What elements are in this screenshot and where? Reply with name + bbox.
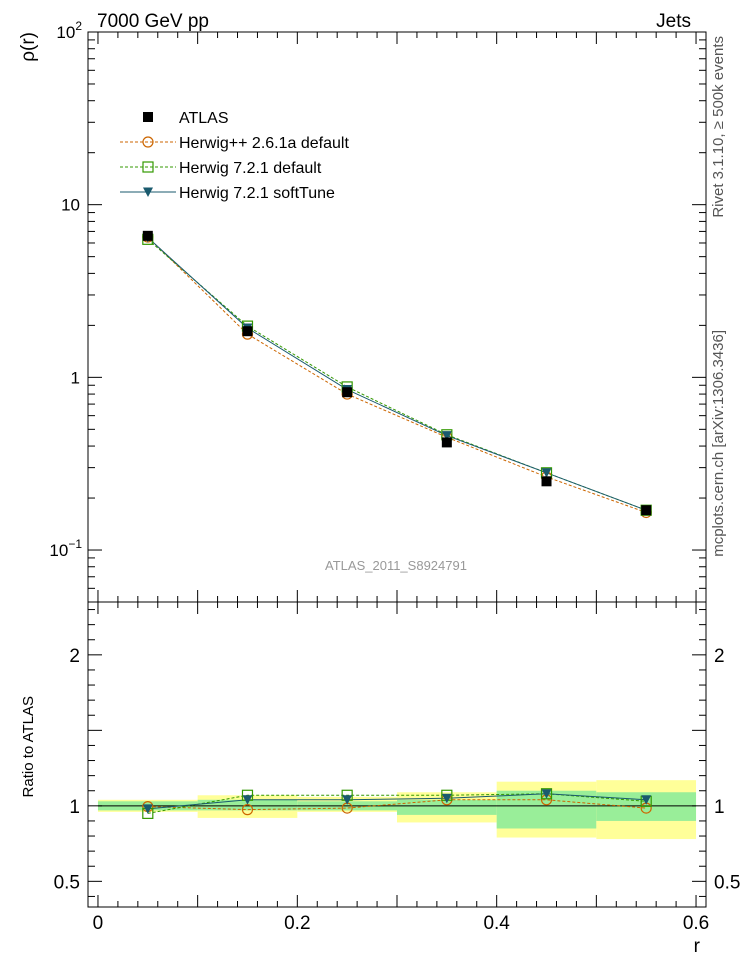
- main-series-markers: [142, 230, 652, 516]
- main-data-point: [242, 326, 253, 337]
- main-data-point: [342, 387, 353, 398]
- ratio-data-point: [142, 804, 153, 814]
- legend-marker: [142, 161, 154, 173]
- ratio-data-point: [541, 789, 552, 799]
- main-y-tick-label: 10: [61, 196, 80, 215]
- legend-label: Herwig 7.2.1 default: [179, 160, 322, 177]
- ratio-y-tick-label: 0.5: [54, 872, 80, 893]
- main-series-line: [147, 238, 647, 511]
- main-series-line: [147, 236, 647, 513]
- main-series: [147, 237, 647, 511]
- legend-entry: Herwig 7.2.1 softTune: [120, 185, 335, 202]
- main-series-markers: [142, 233, 652, 516]
- ratio-series: [147, 799, 647, 811]
- legend-marker: [143, 187, 153, 197]
- mcplots-label: mcplots.cern.ch [arXiv:1306.3436]: [710, 330, 727, 557]
- main-series-markers: [142, 231, 652, 519]
- ratio-data-point: [441, 793, 452, 804]
- main-series: [147, 238, 647, 511]
- main-y-tick-label: 1: [71, 368, 80, 387]
- legend-label: Herwig++ 2.6.1a default: [179, 135, 349, 152]
- legend-entry: Herwig++ 2.6.1a default: [120, 135, 349, 152]
- main-data-point: [541, 468, 552, 478]
- legend-entry: ATLAS: [143, 110, 229, 127]
- main-series-line: [147, 237, 647, 511]
- x-tick-label: 0.4: [483, 913, 510, 934]
- rivet-label: Rivet 3.1.10, ≥ 500k events: [710, 36, 727, 218]
- main-y-axis-title: ρ(r): [18, 32, 39, 62]
- ratio-data-point: [242, 795, 253, 805]
- ratio-series-markers: [142, 789, 652, 814]
- main-plot: 10−1 1 10 102: [49, 19, 707, 603]
- ratio-y-tick-label: 1: [69, 797, 80, 818]
- legend-entry: Herwig 7.2.1 default: [120, 160, 322, 177]
- main-data-point: [441, 431, 452, 441]
- main-data-point: [441, 437, 452, 448]
- ratio-data-point: [641, 795, 652, 805]
- ratio-y-tick-label-right: 1: [714, 797, 725, 818]
- ratio-series: [147, 793, 647, 810]
- legend-label: Herwig 7.2.1 softTune: [179, 185, 335, 202]
- x-tick-label: 0: [93, 913, 104, 934]
- ratio-y-axis-title: Ratio to ATLAS: [20, 696, 37, 797]
- main-series-markers: [142, 233, 652, 516]
- main-y-tick-label: 102: [56, 19, 82, 42]
- ratio-data-point: [342, 795, 353, 805]
- ratio-band-inner: [397, 799, 497, 815]
- main-data-point: [641, 505, 652, 516]
- ratio-frame: [87, 601, 707, 908]
- main-data-point: [541, 476, 552, 487]
- ratio-y-tick-label: 2: [69, 646, 80, 667]
- main-data-point: [142, 230, 153, 241]
- jets-label: Jets: [656, 11, 691, 32]
- x-tick-label: 0.2: [284, 913, 310, 934]
- x-axis-title: r: [694, 936, 701, 957]
- analysis-label: ATLAS_2011_S8924791: [325, 558, 467, 573]
- legend-marker: [142, 136, 154, 148]
- ratio-y-tick-label-right: 0.5: [714, 872, 740, 893]
- main-y-tick-label: 10−1: [49, 537, 82, 560]
- ratio-series-line: [147, 793, 647, 810]
- x-tick-label: 0.6: [683, 913, 709, 934]
- ratio-y-tick-label-right: 2: [714, 646, 725, 667]
- ratio-series-line: [147, 799, 647, 811]
- ratio-plot: 0.5 0.5 1 1 2 2 0 0.2 0.4 0.6: [54, 601, 740, 934]
- main-series: [147, 236, 647, 513]
- legend-label: ATLAS: [179, 110, 229, 127]
- legend: ATLAS Herwig++ 2.6.1a default Herwig 7.2.1…: [120, 110, 349, 202]
- collision-label: 7000 GeV pp: [97, 11, 209, 32]
- legend-marker: [143, 112, 153, 122]
